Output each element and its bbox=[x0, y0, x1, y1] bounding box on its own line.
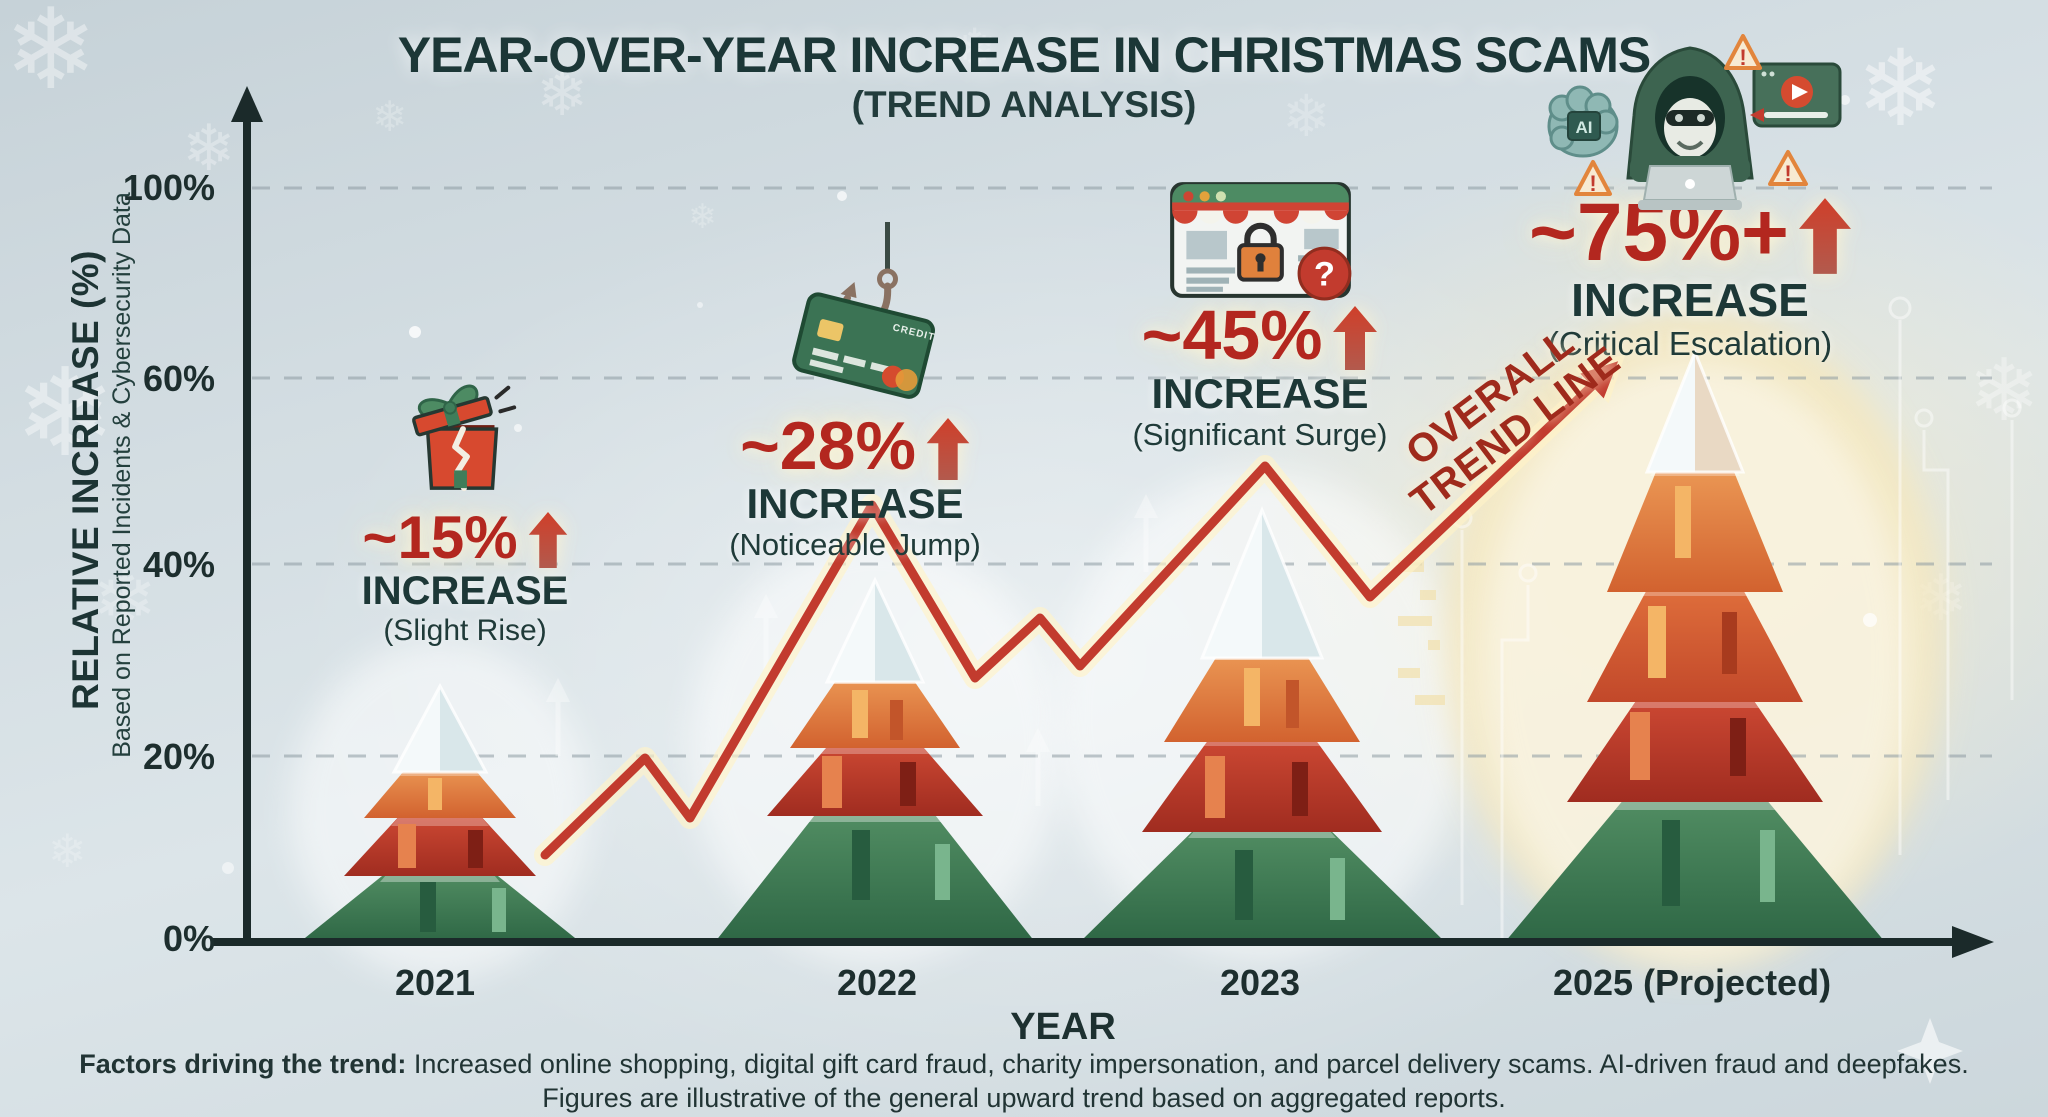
up-arrow-icon bbox=[926, 418, 970, 480]
trend-arrowhead-icon bbox=[1575, 354, 1626, 404]
warning-mark-glyph: ! bbox=[1589, 171, 1596, 196]
up-arrow-icon bbox=[1333, 306, 1378, 370]
x-tick-2023: 2023 bbox=[1219, 962, 1301, 1003]
x-axis bbox=[213, 926, 1994, 958]
page-title: YEAR-OVER-YEAR INCREASE IN CHRISTMAS SCA… bbox=[397, 27, 1652, 83]
y-axis-note: Based on Reported Incidents & Cybersecur… bbox=[108, 192, 136, 758]
y-tick-100: 100% bbox=[122, 167, 215, 208]
up-arrow-icon bbox=[1798, 198, 1851, 274]
y-tick-20: 20% bbox=[142, 736, 215, 777]
page-subtitle: (TREND ANALYSIS) bbox=[851, 84, 1197, 125]
footer-rest: Increased online shopping, digital gift … bbox=[406, 1049, 1969, 1079]
x-axis-label: YEAR bbox=[1010, 1006, 1116, 1048]
y-tick-40: 40% bbox=[142, 544, 215, 585]
awning-icon bbox=[1172, 202, 1349, 224]
qualifier-2023: (Significant Surge) bbox=[1132, 417, 1388, 453]
increase-word-2025: INCREASE bbox=[1571, 274, 1809, 326]
x-tick-2025: 2025 (Projected) bbox=[1552, 962, 1832, 1003]
datapoint-2022-labels: ~28% INCREASE (Noticeable Jump) bbox=[645, 412, 1065, 562]
warning-triangle-icon: ! bbox=[1768, 150, 1808, 186]
faint-up-arrows bbox=[546, 494, 1158, 806]
increase-word-2022: INCREASE bbox=[746, 480, 964, 527]
footer-line1: Factors driving the trend: Increased onl… bbox=[0, 1049, 2048, 1080]
qualifier-2025: (Critical Escalation) bbox=[1547, 325, 1833, 363]
tree-2021 bbox=[300, 682, 580, 942]
qualifier-2021: (Slight Rise) bbox=[383, 614, 547, 647]
tree-2022 bbox=[715, 576, 1035, 942]
sparkle-icon bbox=[1897, 1018, 1963, 1084]
y-tick-0: 0% bbox=[162, 918, 215, 959]
tree-2023 bbox=[1080, 506, 1445, 942]
y-axis bbox=[231, 86, 263, 944]
ai-brain-icon: AI bbox=[1547, 85, 1619, 158]
value-2023: ~45% bbox=[1141, 296, 1323, 374]
hacker-icon bbox=[1626, 46, 1754, 210]
ai-chip-text: AI bbox=[1576, 118, 1593, 137]
footer-line2: Figures are illustrative of the general … bbox=[542, 1083, 1506, 1113]
datapoint-2021-labels: ~15% INCREASE (Slight Rise) bbox=[255, 504, 675, 648]
circuit-decoration bbox=[1451, 296, 2022, 940]
warning-triangle-icon: ! bbox=[1724, 34, 1762, 70]
value-2022: ~28% bbox=[740, 408, 916, 484]
question-mark-glyph: ? bbox=[1314, 256, 1335, 294]
increase-word-2023: INCREASE bbox=[1151, 370, 1369, 417]
warning-mark-glyph: ! bbox=[1739, 45, 1746, 70]
qualifier-2022: (Noticeable Jump) bbox=[729, 527, 981, 563]
ai-hacker-deepfake-warnings-icon: AI ! ! bbox=[1547, 34, 1842, 210]
increase-word-2021: INCREASE bbox=[361, 569, 569, 613]
datapoint-2023-labels: ~45% INCREASE (Significant Surge) bbox=[1050, 300, 1470, 452]
value-2021: ~15% bbox=[362, 504, 518, 571]
trend-line bbox=[534, 354, 1626, 866]
credit-card-phishing-hook-icon: CREDIT bbox=[792, 222, 936, 399]
x-tick-2021: 2021 bbox=[394, 962, 476, 1003]
tree-2025-projected bbox=[1505, 347, 1885, 942]
y-tick-60: 60% bbox=[142, 358, 215, 399]
y-axis-label: RELATIVE INCREASE (%) bbox=[65, 250, 106, 711]
online-store-padlock-question-icon: ? bbox=[1170, 182, 1352, 301]
deepfake-video-icon bbox=[1750, 62, 1842, 128]
x-tick-2022: 2022 bbox=[836, 962, 918, 1003]
warning-mark-glyph: ! bbox=[1784, 161, 1791, 186]
broken-gift-icon bbox=[412, 384, 517, 492]
warning-triangle-icon: ! bbox=[1574, 160, 1612, 196]
footer-lead: Factors driving the trend: bbox=[79, 1049, 407, 1079]
up-arrow-icon bbox=[528, 512, 567, 568]
